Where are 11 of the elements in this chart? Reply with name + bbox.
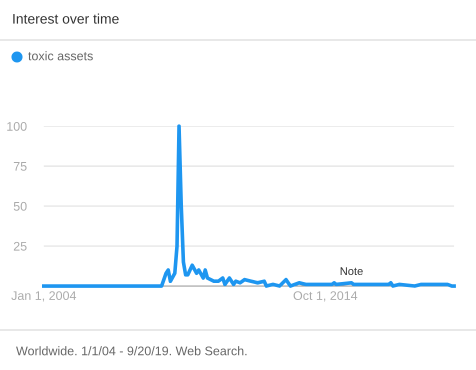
legend-label: toxic assets xyxy=(28,51,93,60)
y-tick-label: 75 xyxy=(14,162,27,171)
line-series xyxy=(42,124,456,288)
y-tick-label: 25 xyxy=(14,242,27,251)
text: Worldwide. 1/1/04 - 9/20/19. Web Search. xyxy=(16,346,246,356)
x-tick-label: Oct 1, 2014 xyxy=(294,291,358,302)
y-tick-label: 100 xyxy=(7,122,27,131)
x-tick-label: Jan 1, 2004 xyxy=(11,291,76,302)
y-tick-label: 50 xyxy=(14,202,27,211)
chart-title: Interest over time xyxy=(13,14,119,24)
annotation: Note xyxy=(340,267,363,276)
